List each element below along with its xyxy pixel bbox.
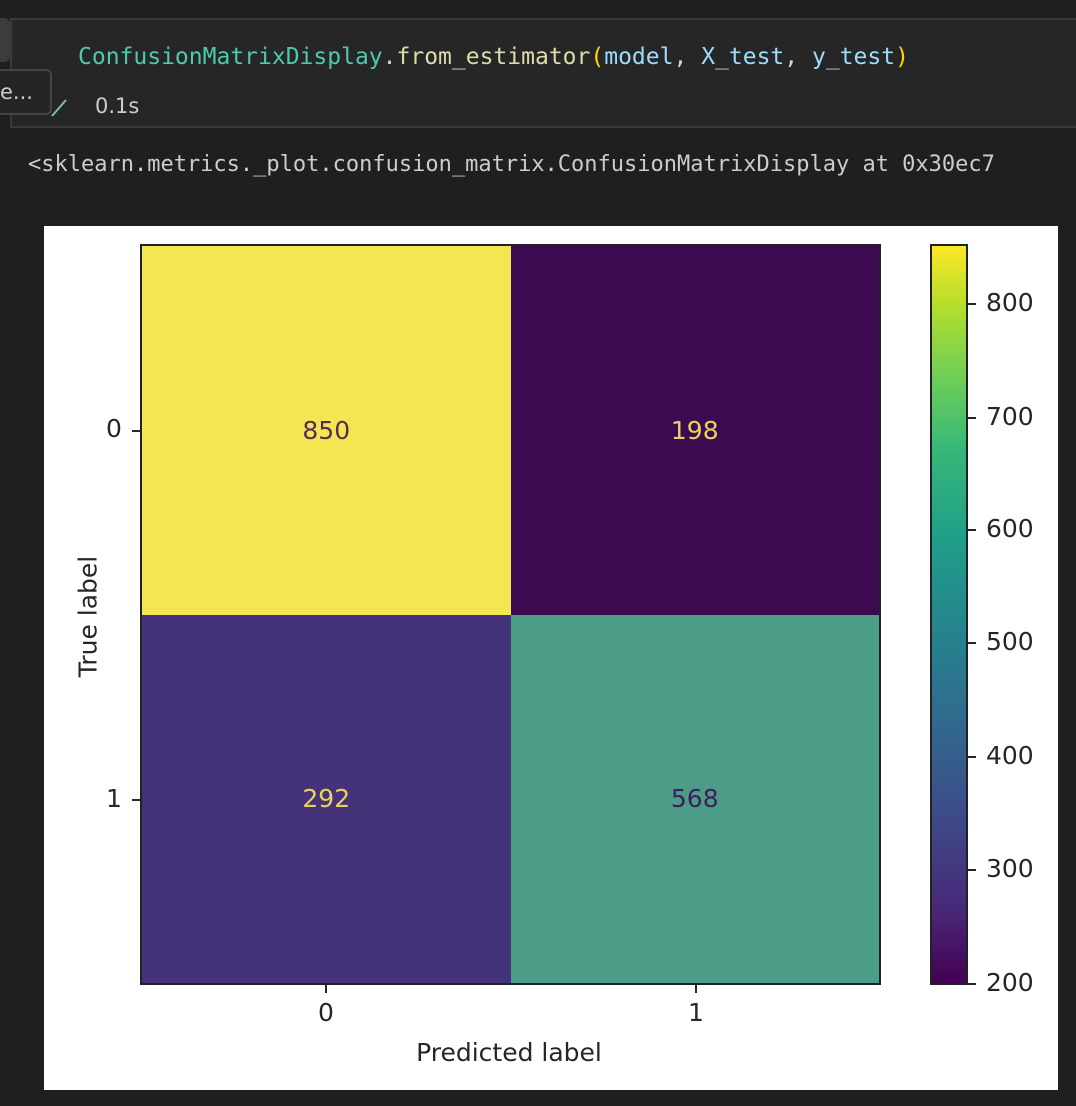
code-arg-xtest: X_test — [701, 44, 785, 70]
colorbar-label-600: 600 — [986, 514, 1034, 543]
y-tick-mark — [132, 799, 140, 801]
x-axis-label: Predicted label — [416, 1038, 602, 1067]
colorbar-tick — [968, 642, 976, 644]
confusion-matrix-figure: 850 198 292 568 0 1 0 1 True label Predi… — [44, 226, 1058, 1090]
code-open-paren: ( — [590, 44, 605, 70]
code-dot-token: . — [382, 44, 397, 70]
y-tick-label-0: 0 — [106, 414, 122, 443]
x-tick-label-1: 1 — [688, 998, 704, 1027]
colorbar — [930, 244, 968, 985]
colorbar-tick — [968, 756, 976, 758]
code-close-paren: ) — [895, 44, 909, 70]
matrix-cell-1-0: 292 — [142, 614, 511, 983]
x-tick-label-0: 0 — [318, 998, 334, 1027]
x-tick-mark — [325, 985, 327, 993]
success-check-icon — [51, 99, 67, 117]
colorbar-label-400: 400 — [986, 741, 1034, 770]
cell-toolbar-button[interactable] — [0, 18, 10, 62]
colorbar-label-500: 500 — [986, 627, 1034, 656]
code-method-token: from_estimator — [396, 44, 591, 70]
code-arg-model: model — [604, 44, 674, 70]
colorbar-tick — [968, 529, 976, 531]
colorbar-tick — [968, 983, 976, 985]
confusion-matrix: 850 198 292 568 — [140, 244, 881, 985]
matrix-cell-1-1: 568 — [510, 614, 879, 983]
colorbar-label-700: 700 — [986, 402, 1034, 431]
colorbar-label-200: 200 — [986, 968, 1034, 997]
tooltip: e... — [0, 69, 52, 115]
code-comma: , — [673, 44, 702, 70]
code-cell[interactable] — [10, 18, 1076, 128]
matrix-cell-0-1: 198 — [510, 246, 879, 615]
colorbar-tick — [968, 417, 976, 419]
code-line[interactable]: ConfusionMatrixDisplay.from_estimator(mo… — [78, 44, 909, 70]
matrix-cell-0-0: 850 — [142, 246, 511, 615]
output-repr: <sklearn.metrics._plot.confusion_matrix.… — [28, 152, 995, 177]
colorbar-label-300: 300 — [986, 854, 1034, 883]
code-comma: , — [784, 44, 812, 70]
y-tick-label-1: 1 — [106, 784, 122, 813]
colorbar-tick — [968, 303, 976, 305]
x-tick-mark — [695, 985, 697, 993]
code-arg-ytest: y_test — [811, 44, 896, 70]
y-axis-label: True label — [73, 555, 103, 678]
y-tick-mark — [132, 430, 140, 432]
code-class-token: ConfusionMatrixDisplay — [78, 44, 383, 70]
execution-time: 0.1s — [95, 94, 140, 118]
colorbar-label-800: 800 — [986, 288, 1034, 317]
colorbar-tick — [968, 869, 976, 871]
